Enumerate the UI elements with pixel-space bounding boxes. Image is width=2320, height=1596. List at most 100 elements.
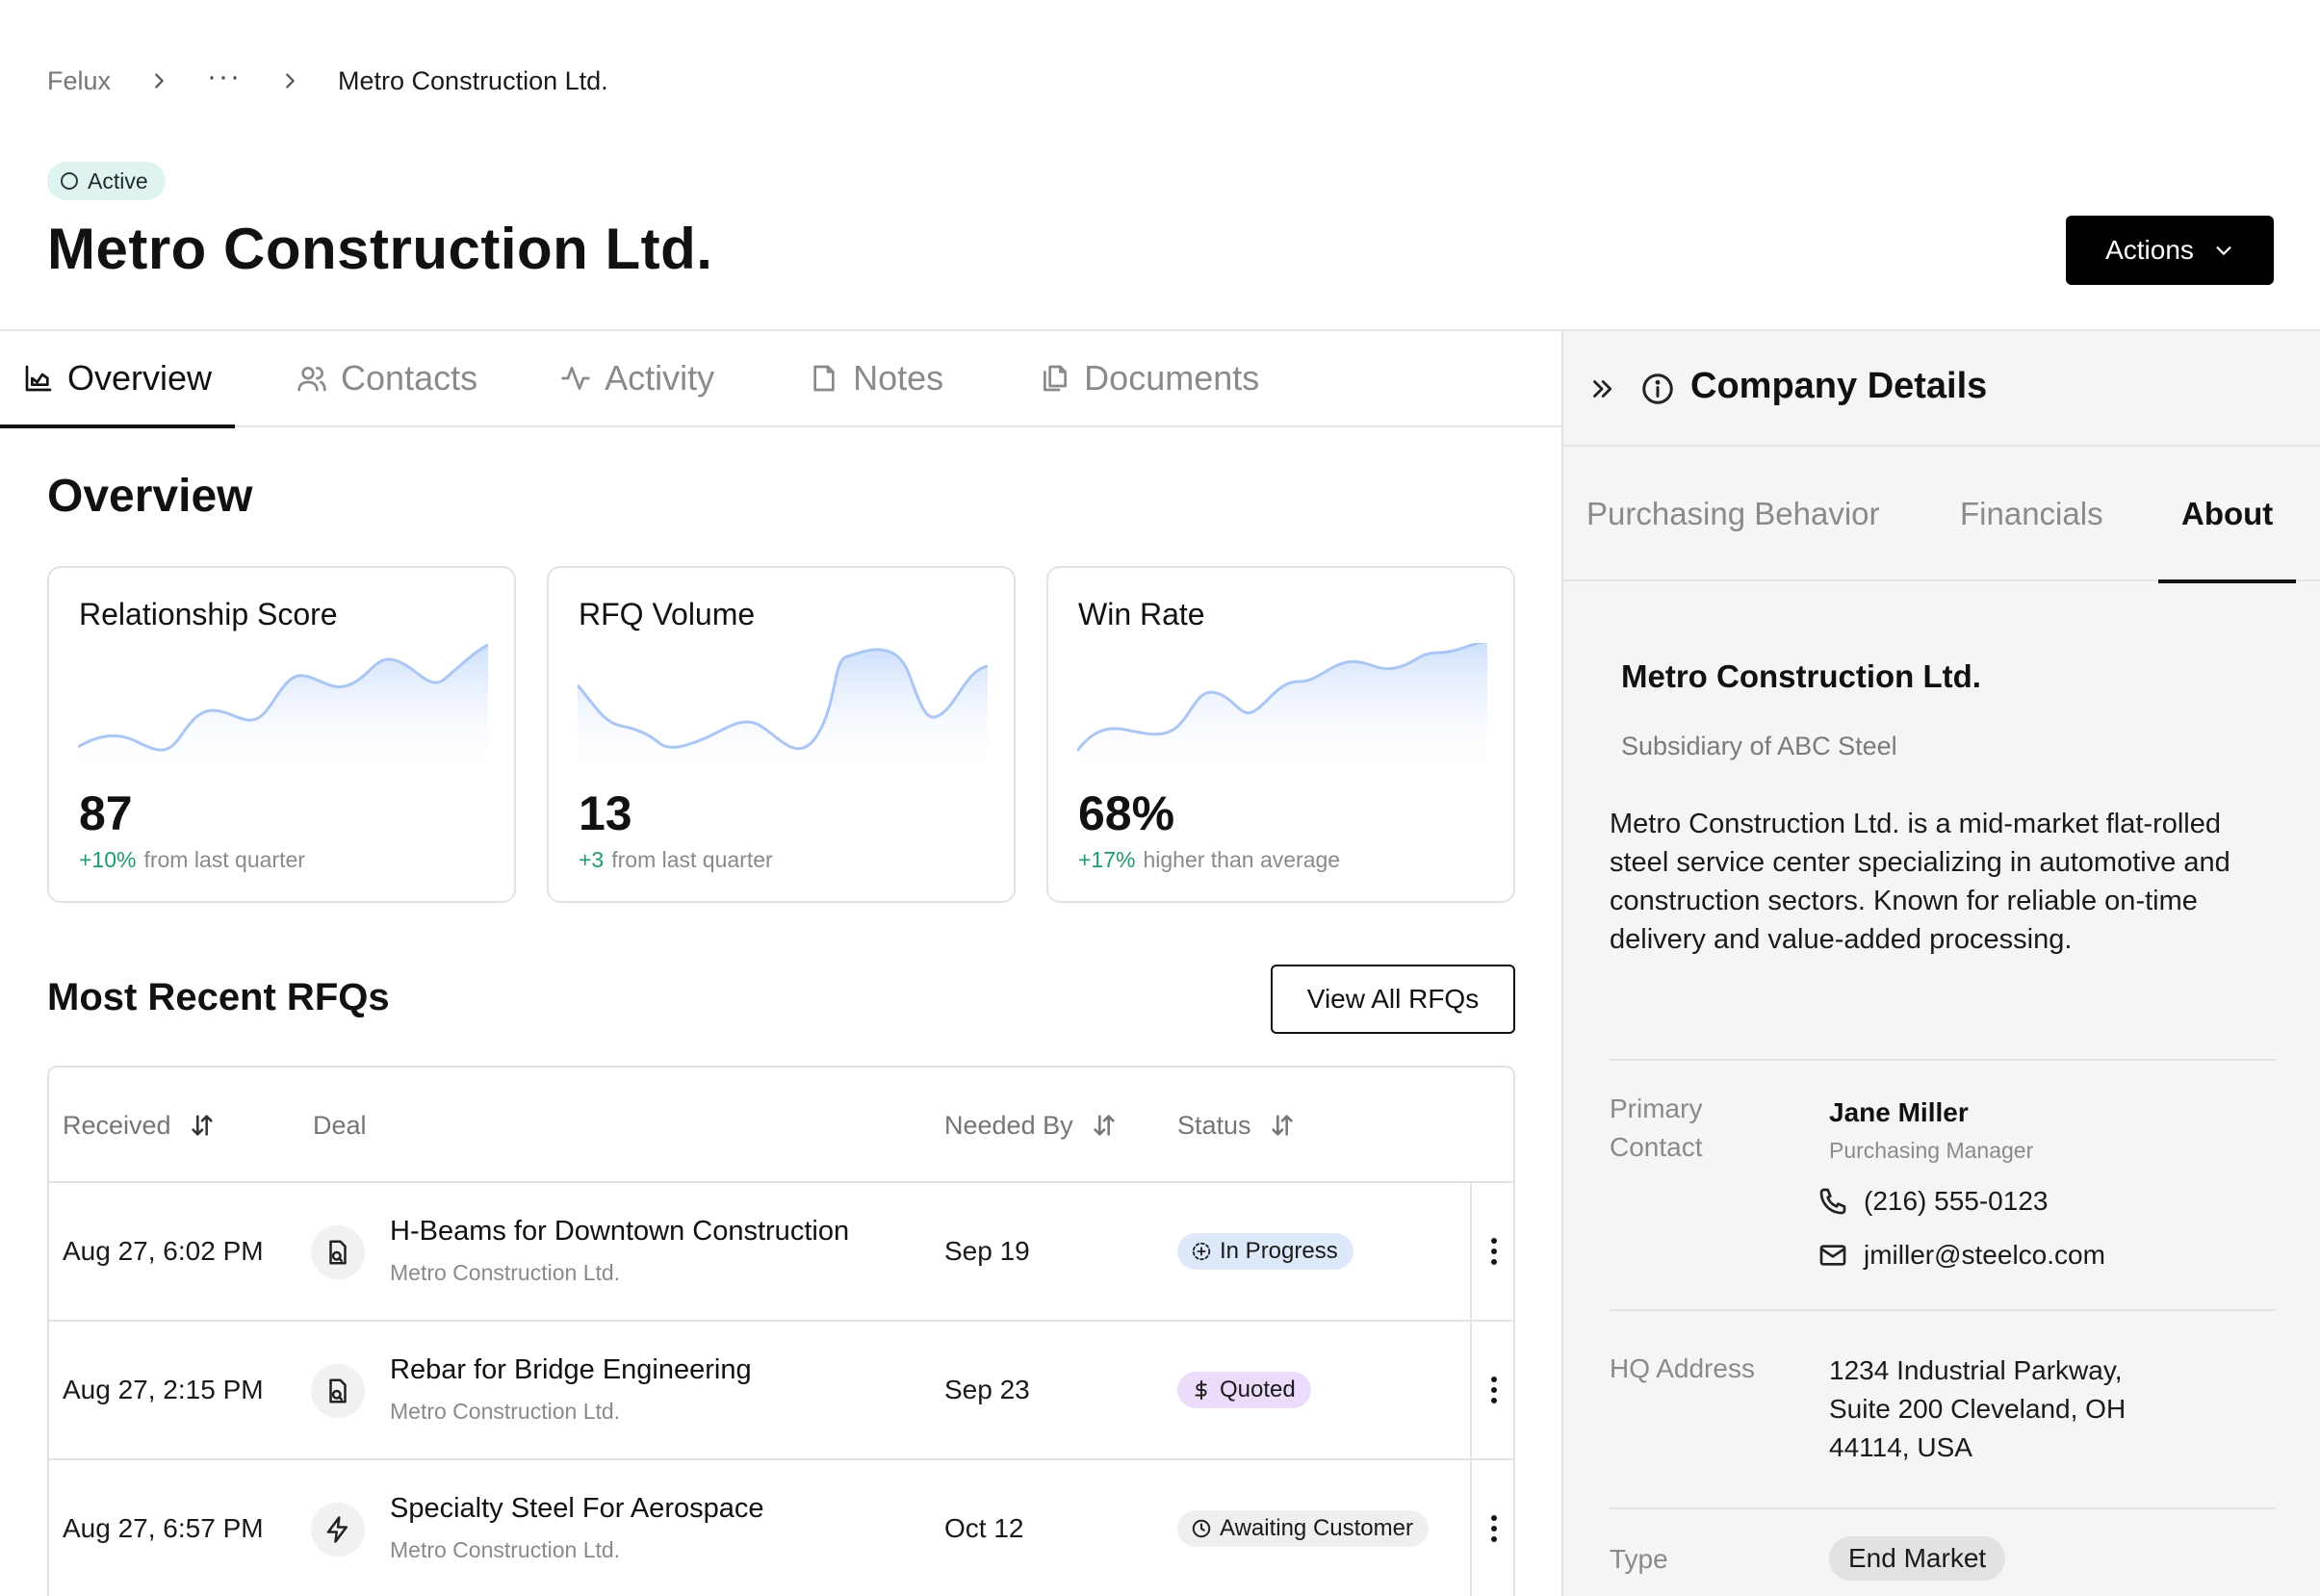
- status-label: Awaiting Customer: [1220, 1515, 1413, 1541]
- clock-icon: [1192, 1519, 1211, 1538]
- chevron-right-icon: [269, 60, 311, 102]
- tab-financials[interactable]: Financials: [1960, 496, 2103, 531]
- column-label: Deal: [313, 1110, 367, 1140]
- type-label: Type: [1610, 1544, 1668, 1574]
- note-icon: [813, 365, 835, 392]
- label-line: Contact: [1610, 1132, 1703, 1162]
- breadcrumb-ellipsis[interactable]: ···: [207, 61, 243, 92]
- actions-button[interactable]: Actions: [2066, 216, 2274, 285]
- card-sub-label: from last quarter: [143, 847, 305, 872]
- table-row[interactable]: Aug 27, 6:02 PM H-Beams for Downtown Con…: [49, 1183, 1513, 1322]
- card-title: RFQ Volume: [579, 597, 756, 631]
- card-title: Win Rate: [1078, 597, 1205, 631]
- status-cell: Awaiting Customer: [1177, 1460, 1429, 1596]
- tab-about[interactable]: About: [2157, 447, 2297, 583]
- mail-icon: [1819, 1245, 1846, 1266]
- tab-activity[interactable]: Activity: [537, 330, 737, 426]
- info-icon: [1642, 373, 1673, 404]
- about-parent-company: Subsidiary of ABC Steel: [1621, 732, 1897, 760]
- primary-contact-label: Primary Contact: [1610, 1090, 1703, 1167]
- row-menu-button[interactable]: [1472, 1183, 1513, 1320]
- hq-address-value: 1234 Industrial Parkway, Suite 200 Cleve…: [1829, 1351, 2126, 1467]
- row-menu-button[interactable]: [1472, 1460, 1513, 1596]
- status-label: In Progress: [1220, 1238, 1338, 1264]
- email-address: jmiller@steelco.com: [1864, 1240, 2105, 1270]
- contact-email[interactable]: jmiller@steelco.com: [1817, 1240, 2105, 1271]
- card-value: 87: [79, 786, 133, 840]
- contact-role: Purchasing Manager: [1829, 1138, 2034, 1163]
- table-row[interactable]: Aug 27, 6:57 PM Specialty Steel For Aero…: [49, 1460, 1513, 1596]
- received-cell: Aug 27, 6:02 PM: [63, 1236, 264, 1266]
- tab-documents[interactable]: Documents: [1017, 330, 1282, 426]
- address-line: 44114, USA: [1829, 1432, 1972, 1462]
- sparkline-chart: [78, 643, 488, 778]
- deal-name[interactable]: Rebar for Bridge Engineering: [390, 1354, 752, 1385]
- column-received[interactable]: Received: [63, 1068, 216, 1183]
- card-sub-label: higher than average: [1143, 847, 1341, 872]
- card-title: Relationship Score: [79, 597, 338, 631]
- status-label: Quoted: [1220, 1377, 1296, 1403]
- phone-icon: [1819, 1188, 1846, 1215]
- hq-address-label: HQ Address: [1610, 1353, 1755, 1383]
- bolt-icon: [311, 1503, 365, 1557]
- table-row[interactable]: Aug 27, 2:15 PM Rebar for Bridge Enginee…: [49, 1322, 1513, 1460]
- needed-by-cell: Sep 23: [944, 1375, 1030, 1404]
- sort-icon: [1271, 1115, 1293, 1136]
- deal-company: Metro Construction Ltd.: [390, 1537, 621, 1562]
- tab-contacts[interactable]: Contacts: [273, 330, 501, 426]
- panel-tabs: Purchasing Behavior Financials About: [1563, 447, 2320, 583]
- tab-documents-label: Documents: [1084, 358, 1260, 398]
- progress-icon: [1192, 1242, 1211, 1261]
- deal-name[interactable]: H-Beams for Downtown Construction: [390, 1216, 850, 1247]
- kebab-icon: [1491, 1515, 1497, 1542]
- metric-card-win-rate: Win Rate 68% +17% higher than average: [1046, 566, 1515, 903]
- metric-card-rfq-volume: RFQ Volume 13 +3 from last quarter: [547, 566, 1016, 903]
- breadcrumb: Felux ··· Metro Construction Ltd.: [47, 60, 608, 102]
- status-circle-icon: [61, 172, 78, 190]
- breadcrumb-root[interactable]: Felux: [47, 65, 112, 95]
- activity-icon: [561, 367, 590, 390]
- breadcrumb-current: Metro Construction Ltd.: [338, 65, 608, 95]
- label-line: Primary: [1610, 1094, 1703, 1123]
- column-label: Received: [63, 1110, 171, 1140]
- collapse-panel-button[interactable]: [1583, 370, 1621, 408]
- column-status[interactable]: Status: [1177, 1068, 1296, 1183]
- card-delta: +3: [579, 847, 605, 872]
- deal-company: Metro Construction Ltd.: [390, 1399, 621, 1424]
- chevron-right-icon: [138, 60, 180, 102]
- phone-number: (216) 555-0123: [1864, 1186, 2049, 1216]
- divider: [1610, 1507, 2276, 1509]
- section-title: Overview: [47, 471, 253, 522]
- chart-icon: [25, 365, 52, 392]
- deal-company: Metro Construction Ltd.: [390, 1260, 621, 1285]
- about-company-name: Metro Construction Ltd.: [1621, 658, 1981, 694]
- column-divider: [1470, 1183, 1472, 1320]
- status-label: Active: [88, 167, 148, 193]
- status-badge: Awaiting Customer: [1177, 1510, 1429, 1547]
- contact-phone[interactable]: (216) 555-0123: [1817, 1186, 2048, 1217]
- status-badge: Active: [47, 162, 166, 200]
- tab-notes-label: Notes: [853, 358, 944, 398]
- contact-name: Jane Miller: [1829, 1097, 1969, 1127]
- kebab-icon: [1491, 1238, 1497, 1265]
- card-subtext: +10% from last quarter: [79, 847, 305, 873]
- sort-icon: [1093, 1115, 1115, 1136]
- deal-name[interactable]: Specialty Steel For Aerospace: [390, 1493, 764, 1524]
- tab-overview-label: Overview: [67, 358, 213, 398]
- received-cell: Aug 27, 2:15 PM: [63, 1375, 264, 1404]
- sparkline-chart: [1077, 643, 1487, 778]
- row-menu-button[interactable]: [1472, 1322, 1513, 1458]
- view-all-rfqs-button[interactable]: View All RFQs: [1271, 965, 1515, 1034]
- received-cell: Aug 27, 6:57 PM: [63, 1513, 264, 1543]
- document-icon: [311, 1364, 365, 1418]
- kebab-icon: [1491, 1377, 1497, 1403]
- tab-purchasing-behavior[interactable]: Purchasing Behavior: [1586, 496, 1880, 531]
- column-needed-by[interactable]: Needed By: [944, 1068, 1118, 1183]
- needed-by-cell: Sep 19: [944, 1236, 1030, 1266]
- status-badge: Quoted: [1177, 1372, 1311, 1408]
- tab-notes[interactable]: Notes: [786, 330, 967, 426]
- column-divider: [1470, 1460, 1472, 1596]
- tab-overview[interactable]: Overview: [0, 330, 236, 428]
- double-chevron-right-icon: [1593, 380, 1612, 398]
- divider: [1610, 1059, 2276, 1061]
